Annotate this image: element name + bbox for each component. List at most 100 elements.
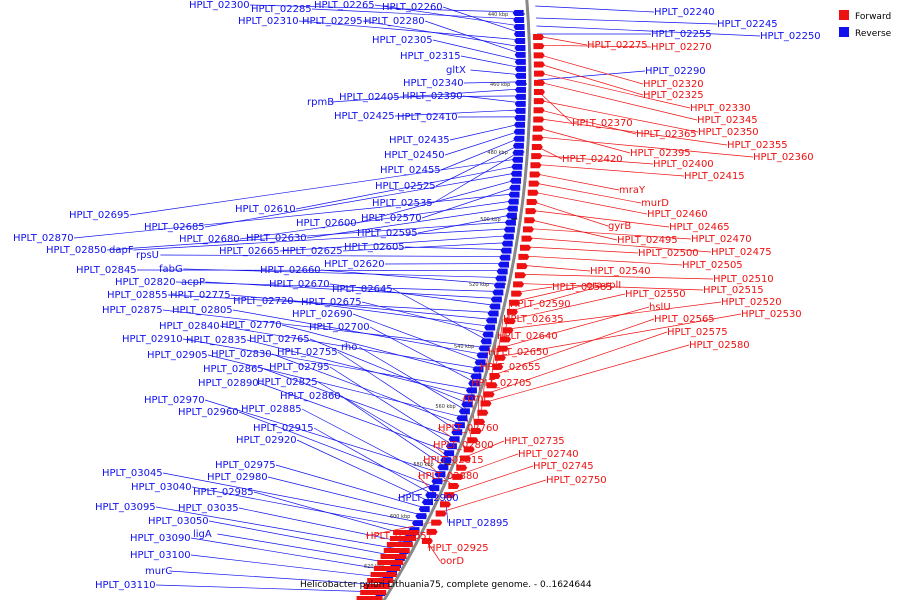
gene-label[interactable]: HPLT_02320 <box>643 79 704 90</box>
gene-arrow[interactable] <box>507 198 519 205</box>
gene-arrow[interactable] <box>444 492 456 499</box>
gene-arrow[interactable] <box>474 359 486 366</box>
gene-arrow[interactable] <box>431 519 443 526</box>
gene-arrow[interactable] <box>499 254 511 261</box>
gene-arrow[interactable] <box>489 373 501 380</box>
gene-arrow[interactable] <box>514 93 526 100</box>
gene-arrow[interactable] <box>439 501 451 508</box>
gene-label[interactable]: HPLT_02700 <box>309 322 370 333</box>
gene-label[interactable]: HPLT_02795 <box>269 362 330 373</box>
gene-arrow[interactable] <box>458 408 470 415</box>
gene-label[interactable]: HPLT_02830 <box>211 349 272 360</box>
gene-label[interactable]: HPLT_03110 <box>95 580 156 591</box>
gene-arrow[interactable] <box>500 336 512 343</box>
gene-arrow[interactable] <box>482 331 494 338</box>
gene-label[interactable]: HPLT_02355 <box>727 140 788 151</box>
gene-arrow[interactable] <box>483 391 495 398</box>
gene-label[interactable]: HPLT_02890 <box>198 378 259 389</box>
gene-arrow[interactable] <box>431 478 443 485</box>
gene-label[interactable]: HPLT_02515 <box>703 285 764 296</box>
gene-arrow[interactable] <box>474 418 486 425</box>
gene-arrow[interactable] <box>522 226 534 233</box>
gene-arrow[interactable] <box>437 464 449 471</box>
gene-arrow[interactable] <box>509 184 521 191</box>
gene-arrow[interactable] <box>497 345 509 352</box>
gene-label[interactable]: HPLT_02595 <box>357 228 418 239</box>
gene-arrow[interactable] <box>448 483 460 490</box>
gene-label[interactable]: HPLT_02365 <box>636 129 697 140</box>
gene-arrow[interactable] <box>465 387 477 394</box>
gene-label[interactable]: HPLT_02980 <box>207 472 268 483</box>
gene-arrow[interactable] <box>360 590 387 595</box>
gene-label[interactable]: HPLT_02315 <box>400 51 461 62</box>
gene-arrow[interactable] <box>389 536 416 541</box>
gene-arrow[interactable] <box>525 208 537 215</box>
gene-arrow[interactable] <box>510 170 522 177</box>
gene-arrow[interactable] <box>502 327 514 334</box>
gene-arrow[interactable] <box>513 30 525 37</box>
gene-arrow[interactable] <box>370 572 397 577</box>
gene-label[interactable]: HPLT_02655 <box>480 362 541 373</box>
gene-label[interactable]: HPLT_02345 <box>697 115 758 126</box>
gene-label[interactable]: HPLT_02900 <box>398 493 459 504</box>
gene-arrow[interactable] <box>533 61 545 68</box>
gene-label[interactable]: HPLT_02850 <box>46 245 107 256</box>
gene-label[interactable]: HPLT_03090 <box>130 533 191 544</box>
gene-label[interactable]: HPLT_02475 <box>711 247 772 258</box>
legend-item-forward[interactable]: Forward <box>839 10 891 22</box>
gene-label[interactable]: hslU <box>649 302 671 313</box>
gene-arrow[interactable] <box>519 244 531 251</box>
gene-label[interactable]: HPLT_02260 <box>382 2 443 13</box>
gene-arrow[interactable] <box>514 100 526 107</box>
gene-label[interactable]: HPLT_02370 <box>572 118 633 129</box>
gene-label[interactable]: HPLT_02460 <box>647 209 708 220</box>
gene-arrow[interactable] <box>461 401 473 408</box>
gene-label[interactable]: HPLT_02580 <box>689 340 750 351</box>
gene-label[interactable]: HPLT_02600 <box>296 218 357 229</box>
gene-label[interactable]: mraY <box>619 185 646 196</box>
legend-item-reverse[interactable]: Reverse <box>839 27 892 39</box>
gene-arrow[interactable] <box>452 473 464 480</box>
gene-label[interactable]: acpP <box>181 277 205 288</box>
gene-label[interactable]: HPLT_02500 <box>638 248 699 259</box>
gene-label[interactable]: HPLT_02685 <box>144 222 205 233</box>
gene-label[interactable]: HPLT_02465 <box>669 222 730 233</box>
gene-arrow[interactable] <box>380 554 407 559</box>
gene-label[interactable]: fabG <box>159 264 183 275</box>
gene-label[interactable]: HPLT_02870 <box>13 233 74 244</box>
gene-label[interactable]: HPLT_02585 <box>552 282 613 293</box>
gene-label[interactable]: HPLT_02985 <box>193 487 254 498</box>
gene-label[interactable]: HPLT_02825 <box>257 377 318 388</box>
gene-label[interactable]: HPLT_02470 <box>691 234 752 245</box>
gene-arrow[interactable] <box>373 566 400 571</box>
gene-arrow[interactable] <box>514 86 526 93</box>
gene-label[interactable]: HPLT_02880 <box>418 471 479 482</box>
gene-label[interactable]: HPLT_02630 <box>246 233 307 244</box>
gene-arrow[interactable] <box>526 198 538 205</box>
gene-label[interactable]: HPLT_02745 <box>533 461 594 472</box>
gene-label[interactable]: HPLT_02495 <box>617 235 678 246</box>
gene-arrow[interactable] <box>421 538 433 544</box>
gene-label[interactable]: HPLT_02520 <box>721 297 782 308</box>
gene-label[interactable]: HPLT_02720 <box>233 296 294 307</box>
gene-label[interactable]: HPLT_03040 <box>131 482 192 493</box>
gene-arrow[interactable] <box>428 485 440 492</box>
gene-arrow[interactable] <box>512 149 524 156</box>
gene-label[interactable]: HPLT_02505 <box>682 260 743 271</box>
gene-arrow[interactable] <box>511 156 523 163</box>
gene-arrow[interactable] <box>463 446 475 453</box>
gene-label[interactable]: HPLT_02415 <box>684 171 745 182</box>
gene-arrow[interactable] <box>498 261 510 268</box>
gene-arrow[interactable] <box>514 72 526 79</box>
gene-label[interactable]: HPLT_02665 <box>219 246 280 257</box>
gene-arrow[interactable] <box>508 191 520 198</box>
gene-arrow[interactable] <box>533 34 545 40</box>
gene-label[interactable]: rho <box>341 342 357 353</box>
gene-label[interactable]: HPLT_02435 <box>389 135 450 146</box>
gene-arrow[interactable] <box>514 121 526 128</box>
gene-arrow[interactable] <box>486 382 498 389</box>
gene-arrow[interactable] <box>527 189 539 196</box>
gene-label[interactable]: HPLT_02960 <box>178 407 239 418</box>
gene-label[interactable]: HPLT_02635 <box>503 314 564 325</box>
gene-label[interactable]: HPLT_03095 <box>95 502 156 513</box>
